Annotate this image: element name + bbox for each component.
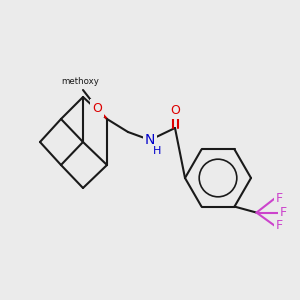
Text: O: O <box>92 101 102 115</box>
Text: F: F <box>276 219 283 232</box>
Text: N: N <box>145 133 155 147</box>
Text: H: H <box>153 146 161 156</box>
Text: F: F <box>276 192 283 205</box>
Text: methoxy: methoxy <box>61 76 99 85</box>
Text: F: F <box>280 206 287 219</box>
Text: O: O <box>170 103 180 116</box>
